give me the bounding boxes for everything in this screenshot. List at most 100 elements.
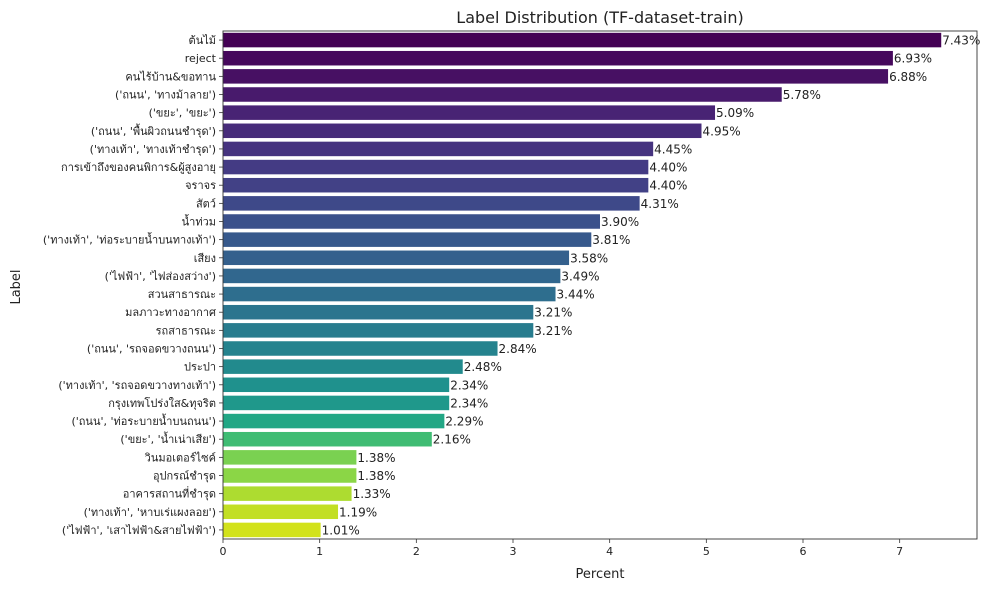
bar <box>223 232 592 247</box>
bar <box>223 359 463 374</box>
bar <box>223 450 357 465</box>
bar-value-label: 3.58% <box>570 251 608 265</box>
bar-value-label: 3.21% <box>534 306 572 320</box>
bar <box>223 69 889 84</box>
chart-title: Label Distribution (TF-dataset-train) <box>456 8 743 27</box>
x-tick-label: 6 <box>800 545 807 558</box>
y-tick-label: อุปกรณ์ชำรุด <box>153 470 216 483</box>
bar <box>223 32 942 48</box>
bar <box>223 341 498 356</box>
bar-value-label: 2.34% <box>450 396 488 410</box>
bar <box>223 123 702 139</box>
x-axis-label: Percent <box>576 567 625 582</box>
y-tick-label: สัตว์ <box>196 197 216 210</box>
bar <box>223 377 450 393</box>
y-tick-label: ('ทางเท้า', 'หาบเร่แผงลอย') <box>84 506 216 519</box>
bar <box>223 87 782 102</box>
bar-value-label: 1.38% <box>357 451 395 465</box>
plot-area: 7.43% 6.93% 6.88% 5.78% 5.09% 4.95% 4.45% 4.40%… <box>223 32 980 538</box>
bar-value-label: 3.21% <box>534 324 572 338</box>
bar <box>223 395 450 411</box>
bar <box>223 323 534 338</box>
bar <box>223 177 649 193</box>
bar-value-label: 2.29% <box>445 415 483 429</box>
bar-value-label: 2.34% <box>450 378 488 392</box>
y-tick-label: ('ไฟฟ้า', 'ไฟส่องสว่าง') <box>105 270 216 283</box>
bar <box>223 431 432 447</box>
bar-value-label: 6.88% <box>889 70 927 84</box>
bar <box>223 214 600 229</box>
bar-value-label: 3.90% <box>601 215 639 229</box>
bar <box>223 268 561 284</box>
bar-value-label: 1.38% <box>357 469 395 483</box>
y-tick-label: ('ถนน', 'รถจอดขวางถนน') <box>87 343 216 356</box>
bar-value-label: 4.45% <box>654 142 692 156</box>
y-tick-label: อาคารสถานที่ชำรุด <box>123 486 216 501</box>
bar <box>223 286 556 302</box>
x-tick-label: 7 <box>896 545 903 558</box>
y-tick-label: ('ถนน', 'ท่อระบายน้ำบนถนน') <box>71 413 216 428</box>
bar <box>223 413 445 429</box>
x-tick-label: 5 <box>703 545 710 558</box>
x-tick-label: 0 <box>220 545 227 558</box>
y-tick-label: กรุงเทพโปร่งใส&ทุจริต <box>108 396 216 410</box>
bar <box>223 304 534 320</box>
bar <box>223 141 654 157</box>
y-tick-label: คนไร้บ้าน&ขอทาน <box>125 70 216 83</box>
bar-value-label: 5.09% <box>716 106 754 120</box>
bar <box>223 522 321 538</box>
x-tick-label: 2 <box>413 545 420 558</box>
bar-value-label: 1.19% <box>339 505 377 519</box>
y-tick-label: รถสาธารณะ <box>156 324 216 337</box>
y-tick-label: ประปา <box>184 361 216 374</box>
y-tick-label: จราจร <box>185 179 216 192</box>
bar <box>223 468 357 483</box>
y-tick-label: เสียง <box>194 252 216 265</box>
y-tick-label: reject <box>185 52 217 65</box>
bar-value-label: 2.16% <box>433 433 471 447</box>
bar-value-label: 4.40% <box>649 179 687 193</box>
bar <box>223 159 649 175</box>
y-tick-label: ('ขยะ', 'ขยะ') <box>149 107 216 120</box>
bar <box>223 196 640 211</box>
y-tick-label: สวนสาธารณะ <box>148 288 216 301</box>
x-tick-label: 1 <box>316 545 323 558</box>
y-tick-label: ('ไฟฟ้า', 'เสาไฟฟ้า&สายไฟฟ้า') <box>62 524 216 537</box>
y-tick-label: การเข้าถึงของคนพิการ&ผู้สูงอายุ <box>61 161 216 174</box>
y-tick-label: ('ทางเท้า', 'ทางเท้าชำรุด') <box>90 143 216 156</box>
y-tick-label: ('ถนน', 'พื้นผิวถนนชำรุด') <box>91 123 216 138</box>
bar-value-label: 3.81% <box>592 233 630 247</box>
bar <box>223 486 352 501</box>
axes: ต้นไม้ reject คนไร้บ้าน&ขอทาน ('ถนน', 'ทางม… <box>43 30 978 558</box>
y-tick-label: วินมอเตอร์ไซค์ <box>144 451 216 464</box>
y-tick-label: ('ทางเท้า', 'รถจอดขวางทางเท้า') <box>58 379 216 392</box>
y-tick-label: ('ถนน', 'ทางม้าลาย') <box>115 89 216 102</box>
x-tick-label: 3 <box>510 545 517 558</box>
bar-value-label: 1.33% <box>353 487 391 501</box>
bar-value-label: 5.78% <box>783 88 821 102</box>
bar-value-label: 4.40% <box>649 161 687 175</box>
bar-value-label: 4.31% <box>641 197 679 211</box>
y-tick-label: มลภาวะทางอากาศ <box>125 306 216 319</box>
bar-value-label: 3.44% <box>557 288 595 302</box>
bar <box>223 250 570 266</box>
bar-value-label: 6.93% <box>894 52 932 66</box>
bar <box>223 504 339 520</box>
x-tick-label: 4 <box>606 545 613 558</box>
bar-value-label: 3.49% <box>561 269 599 283</box>
bar-value-label: 4.95% <box>703 124 741 138</box>
bar <box>223 105 716 120</box>
bar-value-label: 2.84% <box>499 342 537 356</box>
bar-value-label: 1.01% <box>322 523 360 537</box>
y-tick-label: ต้นไม้ <box>189 34 216 47</box>
bar-value-label: 7.43% <box>942 34 980 48</box>
bar-value-label: 2.48% <box>464 360 502 374</box>
plot-frame <box>222 30 978 540</box>
y-axis-label: Label <box>9 269 24 304</box>
bar <box>223 50 893 66</box>
y-tick-label: ('ขยะ', 'น้ำเน่าเสีย') <box>120 431 216 446</box>
y-tick-label: น้ำท่วม <box>182 214 216 229</box>
y-tick-label: ('ทางเท้า', 'ท่อระบายน้ำบนทางเท้า') <box>43 232 216 247</box>
